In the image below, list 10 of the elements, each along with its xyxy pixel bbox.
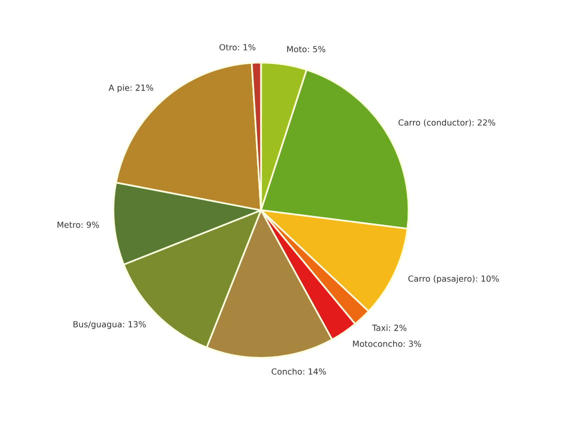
slice-label: Motoconcho: 3% — [353, 340, 422, 347]
slice-label: Concho: 14% — [272, 368, 326, 375]
slice-label: Bus/guagua: 13% — [74, 321, 146, 330]
slice-label: Moto: 5% — [287, 46, 326, 52]
slice-label: Otro: 1% — [220, 44, 256, 50]
slice-label: A pie: 21% — [108, 84, 154, 92]
slice-label: Taxi: 2% — [372, 324, 406, 331]
slice-label: Carro (pasajero): 10% — [408, 275, 499, 284]
slice-label: Metro: 9% — [58, 222, 99, 228]
slice-label: Carro (conductor): 22% — [398, 119, 496, 127]
